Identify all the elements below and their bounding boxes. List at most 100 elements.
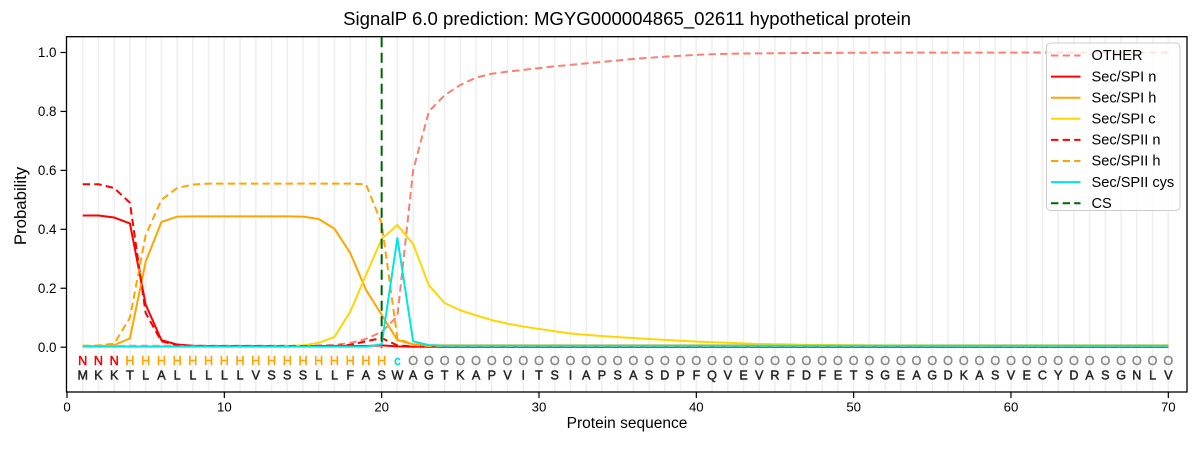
svg-text:O: O [644, 354, 654, 368]
svg-text:O: O [864, 354, 874, 368]
svg-text:50: 50 [846, 400, 861, 415]
svg-text:C: C [1038, 368, 1047, 382]
svg-text:L: L [237, 368, 244, 382]
svg-text:O: O [550, 354, 560, 368]
svg-text:O: O [754, 354, 764, 368]
svg-text:V: V [1164, 368, 1173, 382]
svg-text:L: L [331, 368, 338, 382]
svg-text:O: O [1116, 354, 1126, 368]
svg-text:O: O [849, 354, 859, 368]
svg-text:O: O [1132, 354, 1142, 368]
svg-text:Y: Y [1054, 368, 1063, 382]
svg-text:O: O [927, 354, 937, 368]
svg-text:60: 60 [1004, 400, 1019, 415]
svg-text:O: O [817, 354, 827, 368]
svg-text:A: A [1085, 368, 1094, 382]
svg-text:F: F [346, 368, 354, 382]
svg-text:H: H [298, 354, 307, 368]
svg-text:L: L [142, 368, 149, 382]
svg-text:O: O [975, 354, 985, 368]
svg-text:H: H [220, 354, 229, 368]
svg-text:H: H [236, 354, 245, 368]
svg-text:V: V [1007, 368, 1016, 382]
svg-text:CS: CS [1092, 196, 1113, 212]
svg-text:O: O [660, 354, 670, 368]
svg-text:O: O [455, 354, 465, 368]
svg-text:H: H [346, 354, 355, 368]
svg-text:I: I [569, 368, 573, 382]
svg-text:S: S [283, 368, 291, 382]
svg-text:O: O [1148, 354, 1158, 368]
svg-text:S: S [645, 368, 653, 382]
svg-text:T: T [126, 368, 134, 382]
svg-text:H: H [377, 354, 386, 368]
svg-text:K: K [94, 368, 103, 382]
svg-text:S: S [267, 368, 275, 382]
svg-text:R: R [770, 368, 779, 382]
svg-text:H: H [314, 354, 323, 368]
svg-text:O: O [1163, 354, 1173, 368]
svg-text:O: O [1006, 354, 1016, 368]
svg-text:O: O [1038, 354, 1048, 368]
svg-text:L: L [189, 368, 196, 382]
svg-text:P: P [488, 368, 496, 382]
svg-text:L: L [315, 368, 322, 382]
svg-text:O: O [487, 354, 497, 368]
svg-text:E: E [1023, 368, 1031, 382]
svg-text:S: S [551, 368, 559, 382]
svg-text:70: 70 [1161, 400, 1176, 415]
svg-text:O: O [880, 354, 890, 368]
svg-text:O: O [628, 354, 638, 368]
svg-text:A: A [472, 368, 481, 382]
svg-text:A: A [912, 368, 921, 382]
svg-text:O: O [959, 354, 969, 368]
svg-text:O: O [566, 354, 576, 368]
svg-text:G: G [1116, 368, 1126, 382]
svg-text:N: N [110, 354, 119, 368]
svg-text:A: A [582, 368, 591, 382]
svg-text:Sec/SPI c: Sec/SPI c [1092, 112, 1156, 128]
svg-text:F: F [692, 368, 700, 382]
svg-text:O: O [440, 354, 450, 368]
svg-text:E: E [739, 368, 747, 382]
svg-text:O: O [739, 354, 749, 368]
svg-text:A: A [362, 368, 371, 382]
svg-text:K: K [110, 368, 119, 382]
svg-text:H: H [251, 354, 260, 368]
svg-text:Sec/SPII cys: Sec/SPII cys [1092, 175, 1175, 191]
svg-text:S: S [299, 368, 307, 382]
svg-text:N: N [94, 354, 103, 368]
svg-text:H: H [157, 354, 166, 368]
svg-text:M: M [77, 368, 88, 382]
svg-text:O: O [1069, 354, 1079, 368]
svg-text:H: H [188, 354, 197, 368]
svg-text:10: 10 [217, 400, 232, 415]
svg-text:L: L [205, 368, 212, 382]
svg-text:G: G [424, 368, 434, 382]
svg-text:L: L [1149, 368, 1156, 382]
svg-text:O: O [597, 354, 607, 368]
svg-text:O: O [723, 354, 733, 368]
svg-text:P: P [676, 368, 684, 382]
svg-text:20: 20 [374, 400, 389, 415]
svg-text:A: A [629, 368, 638, 382]
svg-text:V: V [503, 368, 512, 382]
svg-text:E: E [897, 368, 905, 382]
svg-text:S: S [377, 368, 385, 382]
svg-text:Protein sequence: Protein sequence [567, 415, 688, 432]
svg-text:F: F [787, 368, 795, 382]
svg-text:H: H [361, 354, 370, 368]
svg-text:E: E [834, 368, 842, 382]
svg-text:T: T [850, 368, 858, 382]
svg-text:O: O [707, 354, 717, 368]
svg-text:W: W [391, 368, 403, 382]
svg-text:N: N [1132, 368, 1141, 382]
svg-text:G: G [927, 368, 937, 382]
svg-text:O: O [676, 354, 686, 368]
svg-text:O: O [896, 354, 906, 368]
svg-text:D: D [660, 368, 669, 382]
svg-text:O: O [1085, 354, 1095, 368]
svg-text:O: O [471, 354, 481, 368]
svg-text:S: S [865, 368, 873, 382]
svg-text:T: T [441, 368, 449, 382]
